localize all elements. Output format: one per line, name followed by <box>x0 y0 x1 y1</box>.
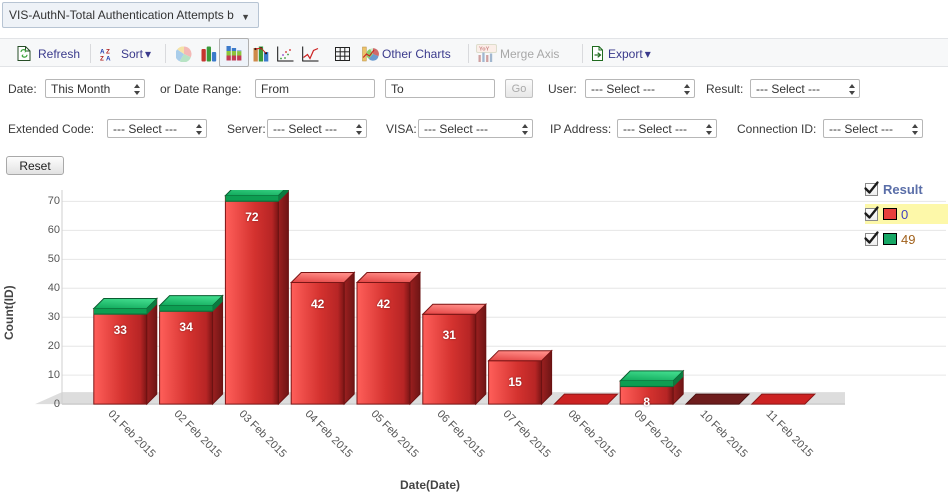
svg-text:Z: Z <box>106 48 110 55</box>
svg-text:A: A <box>106 55 111 61</box>
svg-text:A: A <box>100 48 105 55</box>
svg-text:YoY: YoY <box>479 47 490 53</box>
svg-text:Z: Z <box>100 55 104 61</box>
